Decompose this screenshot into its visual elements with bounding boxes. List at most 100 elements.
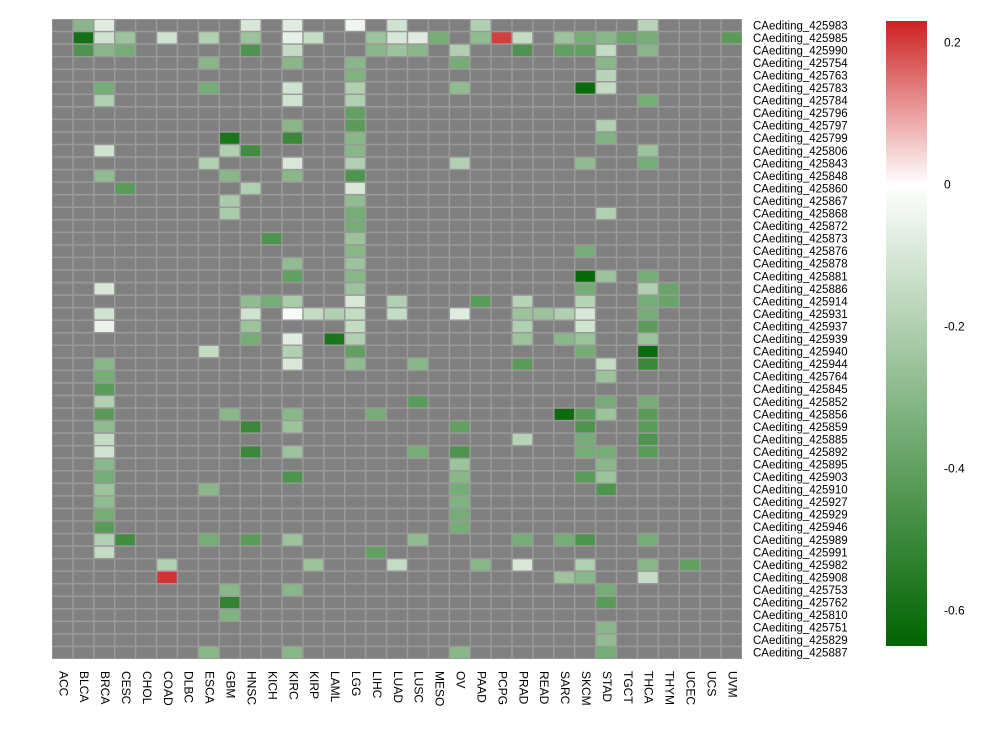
heatmap-cell	[596, 19, 616, 31]
heatmap-cell	[470, 496, 491, 508]
heatmap-cell	[700, 408, 721, 420]
heatmap-cell	[115, 32, 135, 44]
heatmap-cell	[52, 346, 73, 358]
heatmap-cell	[282, 571, 303, 583]
heatmap-cell	[199, 622, 219, 634]
heatmap-cell	[303, 622, 324, 634]
heatmap-cell	[491, 320, 512, 332]
heatmap-cell	[638, 245, 658, 257]
heatmap-cell	[575, 484, 595, 496]
row-label: CAediting_425878	[753, 259, 848, 271]
heatmap-cell	[721, 283, 742, 295]
heatmap-cell	[408, 69, 428, 81]
heatmap-cell	[596, 484, 616, 496]
heatmap-cell	[596, 32, 616, 44]
heatmap-cell	[554, 346, 574, 358]
heatmap-cell	[533, 521, 554, 533]
heatmap-cell	[94, 358, 114, 370]
heatmap-cell	[52, 358, 73, 370]
heatmap-cell	[659, 120, 679, 132]
heatmap-cell	[303, 245, 324, 257]
heatmap-cell	[659, 421, 679, 433]
heatmap-cell	[366, 609, 386, 621]
heatmap-cell	[408, 170, 428, 182]
heatmap-cell	[429, 446, 449, 458]
heatmap-cell	[680, 295, 700, 307]
row-label: CAediting_425796	[753, 108, 848, 120]
heatmap-cell	[157, 622, 177, 634]
heatmap-cell	[282, 597, 303, 609]
heatmap-cell	[450, 44, 470, 56]
heatmap-cell	[575, 95, 595, 107]
heatmap-cell	[366, 396, 386, 408]
heatmap-cell	[282, 458, 303, 471]
heatmap-cell	[554, 471, 574, 483]
heatmap-cell	[408, 308, 428, 320]
heatmap-cell	[115, 546, 135, 558]
heatmap-cell	[282, 383, 303, 395]
heatmap-cell	[324, 320, 344, 332]
column-label: CESC	[119, 671, 133, 705]
heatmap-cell	[470, 132, 491, 144]
heatmap-cell	[408, 647, 428, 659]
heatmap-cell	[115, 471, 135, 483]
heatmap-cell	[575, 258, 595, 270]
heatmap-cell	[491, 622, 512, 634]
heatmap-cell	[491, 120, 512, 132]
row-label: CAediting_425753	[753, 585, 848, 597]
heatmap-cell	[220, 383, 240, 395]
heatmap-cell	[700, 346, 721, 358]
heatmap-cell	[512, 233, 533, 245]
heatmap-cell	[617, 496, 637, 508]
heatmap-cell	[324, 207, 344, 220]
heatmap-cell	[408, 182, 428, 194]
heatmap-cell	[94, 157, 114, 169]
heatmap-cell	[721, 170, 742, 182]
heatmap-cell	[136, 245, 156, 257]
heatmap-cell	[721, 107, 742, 119]
heatmap-cell	[554, 634, 574, 646]
heatmap-cell	[261, 207, 282, 220]
heatmap-cell	[617, 346, 637, 358]
heatmap-cell	[261, 358, 282, 370]
heatmap-cell	[638, 509, 658, 521]
heatmap-cell	[680, 609, 700, 621]
heatmap-cell	[408, 534, 428, 546]
heatmap-cell	[52, 195, 73, 207]
heatmap-cell	[199, 145, 219, 157]
heatmap-cell	[387, 283, 407, 295]
heatmap-cell	[282, 270, 303, 282]
heatmap-cell	[470, 207, 491, 220]
heatmap-cell	[721, 308, 742, 320]
heatmap-cell	[700, 609, 721, 621]
heatmap-cell	[261, 69, 282, 81]
heatmap-cell	[261, 408, 282, 420]
heatmap-cell	[617, 584, 637, 596]
heatmap-cell	[638, 233, 658, 245]
heatmap-cell	[554, 57, 574, 69]
heatmap-cell	[199, 32, 219, 44]
heatmap-cell	[345, 584, 365, 596]
heatmap-cell	[240, 408, 261, 420]
heatmap-cell	[617, 19, 637, 31]
heatmap-cell	[220, 609, 240, 621]
heatmap-cell	[240, 283, 261, 295]
heatmap-cell	[470, 509, 491, 521]
heatmap-cell	[659, 346, 679, 358]
heatmap-cell	[491, 107, 512, 119]
heatmap-cell	[115, 333, 135, 345]
heatmap-cell	[450, 195, 470, 207]
heatmap-cell	[345, 44, 365, 56]
heatmap-cell	[324, 396, 344, 408]
heatmap-cell	[721, 371, 742, 383]
heatmap-cell	[387, 145, 407, 157]
heatmap-cell	[94, 609, 114, 621]
heatmap-cell	[387, 433, 407, 445]
heatmap-cell	[596, 107, 616, 119]
heatmap-cell	[429, 584, 449, 596]
heatmap-cell	[157, 597, 177, 609]
heatmap-cell	[220, 295, 240, 307]
heatmap-cell	[94, 446, 114, 458]
row-label: CAediting_425867	[753, 196, 848, 208]
heatmap-cell	[408, 358, 428, 370]
